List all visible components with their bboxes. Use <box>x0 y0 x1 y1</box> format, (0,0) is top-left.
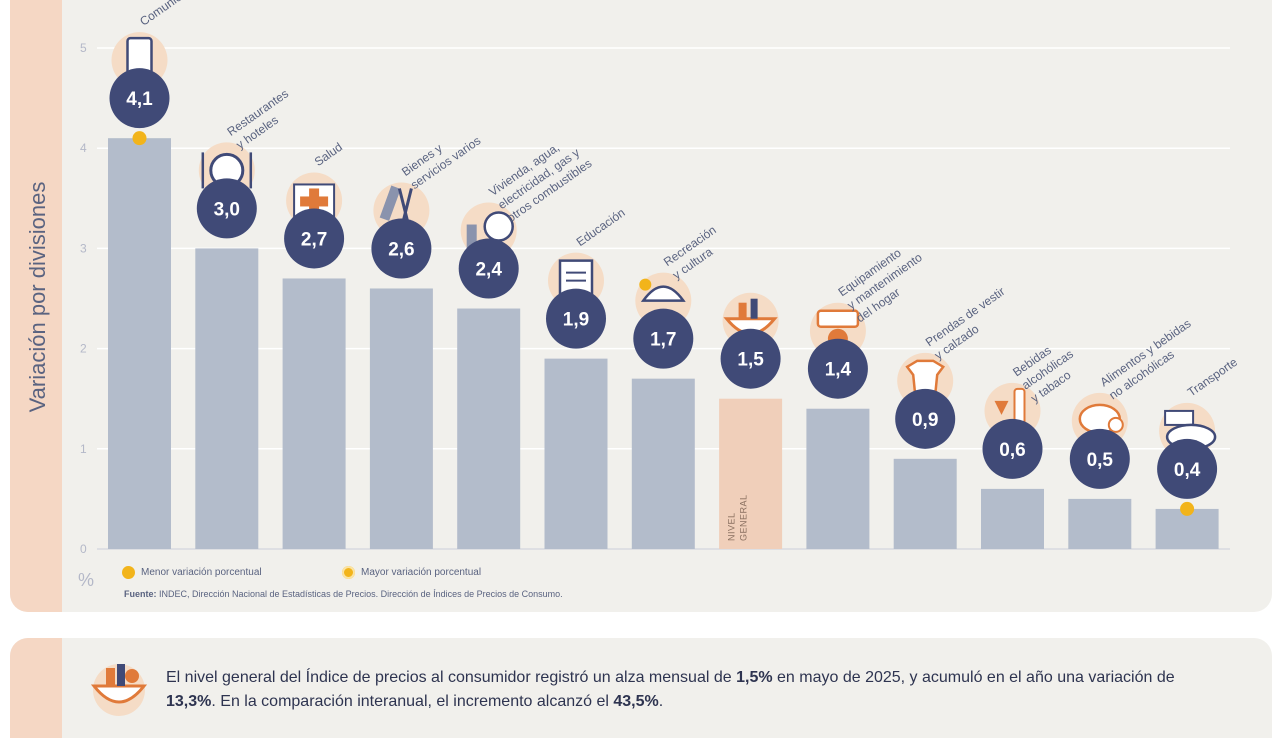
y-tick-label: 5 <box>80 41 87 55</box>
summary-monthly: 1,5% <box>736 669 773 686</box>
category-label: Educación <box>574 205 628 249</box>
y-tick-label: 2 <box>80 342 87 356</box>
value-label: 4,1 <box>126 89 153 110</box>
bar <box>195 248 259 549</box>
value-badge <box>807 338 868 399</box>
value-badge <box>458 238 519 299</box>
summary-accumulated: 13,3% <box>166 693 212 710</box>
value-label: 1,5 <box>737 350 764 371</box>
bar-label: GENERAL <box>739 494 749 541</box>
value-label: 2,7 <box>301 229 327 250</box>
value-badge <box>720 328 781 389</box>
summary-part-3: . En la comparación interanual, el incre… <box>211 693 614 710</box>
bar-label: NIVEL <box>727 512 737 541</box>
value-label: 2,4 <box>475 260 502 281</box>
value-badge <box>196 178 257 239</box>
summary-text: El nivel general del Índice de precios a… <box>166 666 1226 714</box>
value-badge <box>982 418 1043 479</box>
unit-label: % <box>78 570 95 590</box>
bar <box>719 398 783 549</box>
bar <box>1068 498 1132 549</box>
value-label: 1,7 <box>650 330 676 351</box>
chart-panel-accent <box>10 0 62 612</box>
category-label: Salud <box>312 140 345 169</box>
bar <box>457 308 521 549</box>
min-marker-dot <box>1180 501 1195 516</box>
summary-part-2: en mayo de 2025, y acumuló en el año una… <box>772 669 1175 686</box>
y-tick-label: 1 <box>80 442 87 456</box>
value-label: 3,0 <box>214 199 240 220</box>
legend-max: Mayor variación porcentual <box>342 566 481 579</box>
y-tick-label: 3 <box>80 241 87 255</box>
bar <box>369 288 433 549</box>
bar <box>282 278 346 549</box>
value-badge <box>546 288 606 349</box>
summary-part-1: El nivel general del Índice de precios a… <box>166 669 737 686</box>
value-label: 1,4 <box>825 360 852 381</box>
value-badge <box>284 208 345 269</box>
basket-icon <box>90 664 148 716</box>
bar <box>981 488 1044 549</box>
min-dot-icon <box>122 566 135 579</box>
value-badge <box>895 388 956 449</box>
bar <box>544 358 608 549</box>
summary-part-4: . <box>658 693 664 710</box>
value-label: 1,9 <box>563 310 589 331</box>
max-marker-dot <box>132 131 147 146</box>
source-text: INDEC, Dirección Nacional de Estadística… <box>156 589 563 599</box>
legend-max-text: Mayor variación porcentual <box>361 567 482 578</box>
value-badge <box>633 308 694 369</box>
value-label: 2,6 <box>388 239 414 260</box>
bar <box>631 378 695 549</box>
category-label: Comunic <box>137 0 184 29</box>
bar <box>893 458 957 549</box>
bar <box>108 138 171 549</box>
value-badge <box>109 68 170 129</box>
value-badge <box>371 218 432 279</box>
value-badge <box>1157 438 1218 499</box>
category-label: Transporte <box>1185 355 1240 400</box>
value-label: 0,9 <box>912 410 938 431</box>
legend-min: Menor variación porcentual <box>122 566 262 579</box>
value-label: 0,4 <box>1174 460 1201 481</box>
max-dot-icon <box>342 566 355 579</box>
summary-panel-accent <box>10 638 62 738</box>
y-tick-label: 0 <box>80 542 87 556</box>
source-note: Fuente: INDEC, Dirección Nacional de Est… <box>124 589 563 599</box>
bar <box>806 408 870 549</box>
value-label: 0,5 <box>1087 450 1114 471</box>
legend-min-text: Menor variación porcentual <box>141 567 262 578</box>
value-label: 0,6 <box>999 440 1025 461</box>
value-badge <box>1069 428 1130 489</box>
summary-yearly: 43,5% <box>613 693 659 710</box>
y-tick-label: 4 <box>80 141 87 155</box>
source-label: Fuente: <box>124 589 157 599</box>
